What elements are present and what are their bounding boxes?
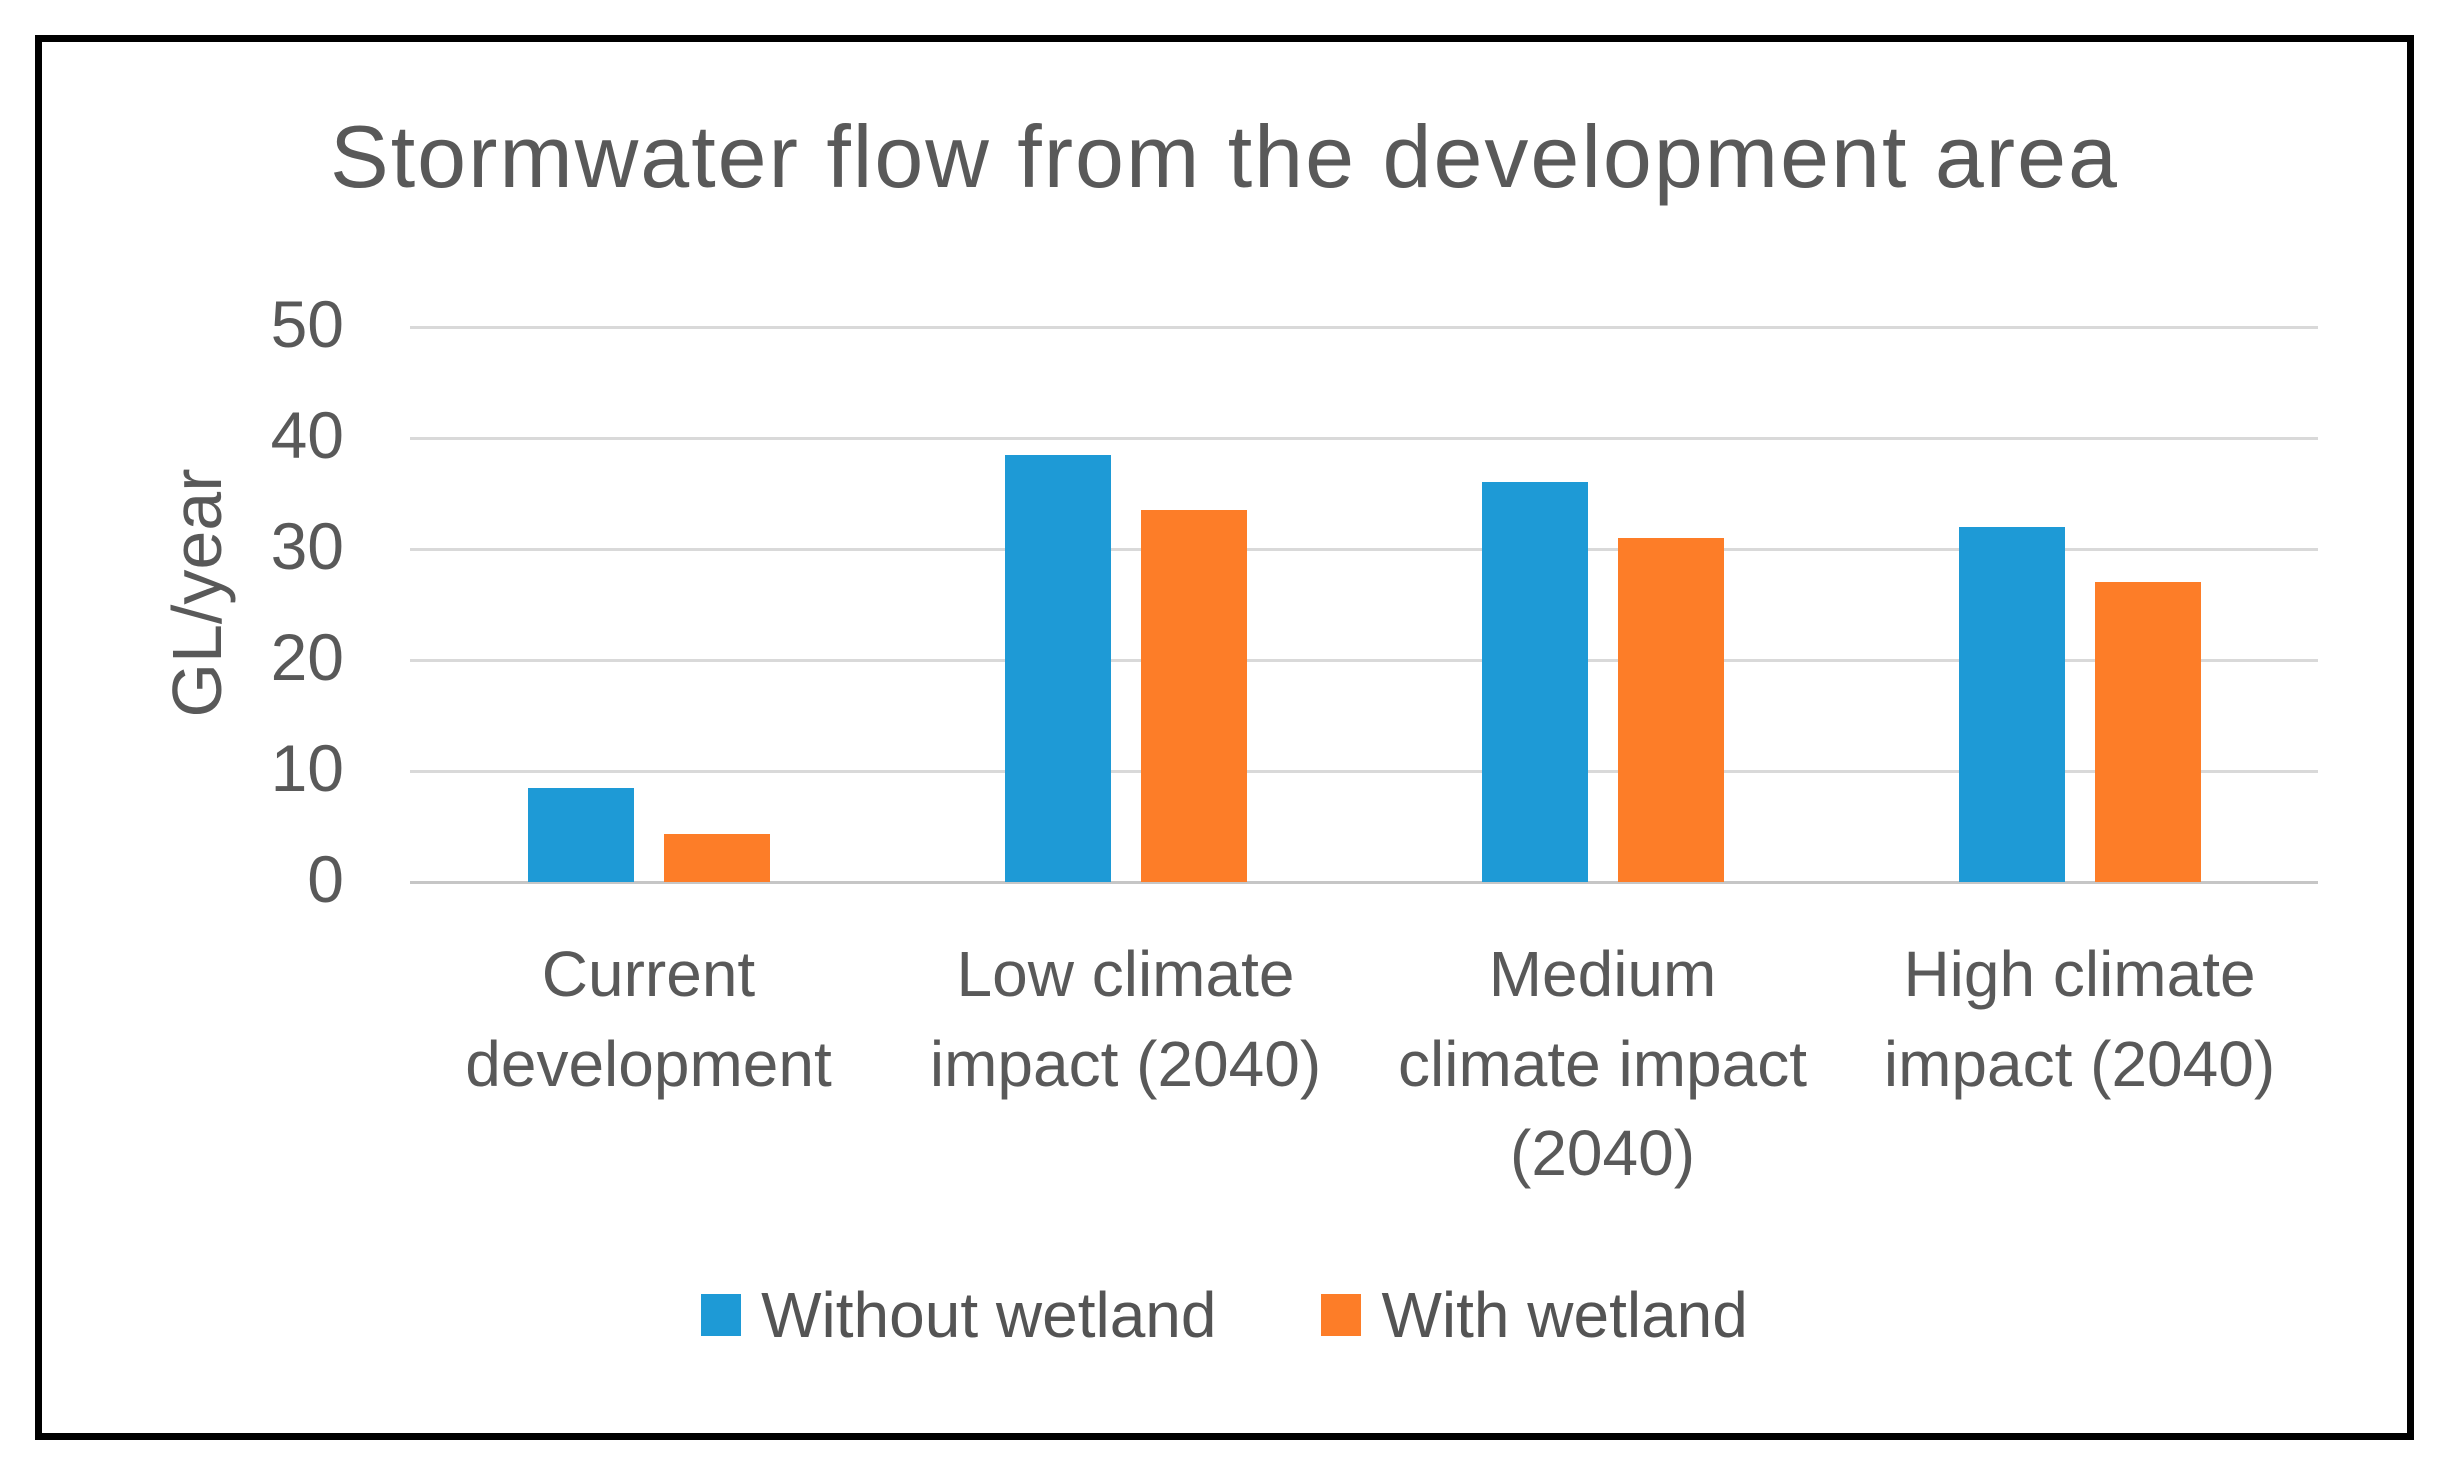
category-label-high-climate-impact-2040: High climate impact (2040) xyxy=(1883,938,2276,1100)
y-tick-label: 40 xyxy=(270,397,344,472)
gridline xyxy=(410,658,2318,662)
category-label-medium-climate-impact-2040: Medium climate impact (2040) xyxy=(1398,938,1807,1190)
gridline xyxy=(410,547,2318,551)
y-tick-label: 0 xyxy=(307,841,344,916)
legend-swatch-without-wetland xyxy=(701,1293,742,1336)
bar-with-wetland xyxy=(663,834,770,882)
bar-without-wetland xyxy=(1958,526,2065,882)
legend: Without wetland With wetland xyxy=(42,1267,2407,1362)
bar-without-wetland xyxy=(1481,482,1588,882)
gridline xyxy=(410,769,2318,773)
bar-with-wetland xyxy=(1617,537,1724,882)
y-tick-label: 10 xyxy=(270,730,344,805)
legend-label-without-wetland: Without wetland xyxy=(761,1278,1217,1351)
y-tick-label: 50 xyxy=(270,286,344,361)
y-tick-label: 20 xyxy=(270,619,344,694)
legend-label-with-wetland: With wetland xyxy=(1381,1278,1748,1351)
bar-without-wetland xyxy=(527,787,634,882)
legend-item-with-wetland: With wetland xyxy=(1321,1278,1748,1352)
bar-with-wetland xyxy=(2094,582,2201,882)
category-label-current-development: Current development xyxy=(465,938,832,1100)
chart-frame: Stormwater flow from the development are… xyxy=(35,35,2414,1440)
legend-item-without-wetland: Without wetland xyxy=(701,1278,1216,1352)
gridline xyxy=(410,325,2318,329)
bar-with-wetland xyxy=(1140,510,1247,882)
x-axis-line xyxy=(410,880,2318,884)
category-label-low-climate-impact-2040: Low climate impact (2040) xyxy=(929,938,1322,1100)
legend-swatch-with-wetland xyxy=(1321,1293,1362,1336)
chart-title: Stormwater flow from the development are… xyxy=(330,107,2119,206)
gridline xyxy=(410,436,2318,440)
y-tick-label: 30 xyxy=(270,508,344,583)
bar-without-wetland xyxy=(1004,454,1111,882)
